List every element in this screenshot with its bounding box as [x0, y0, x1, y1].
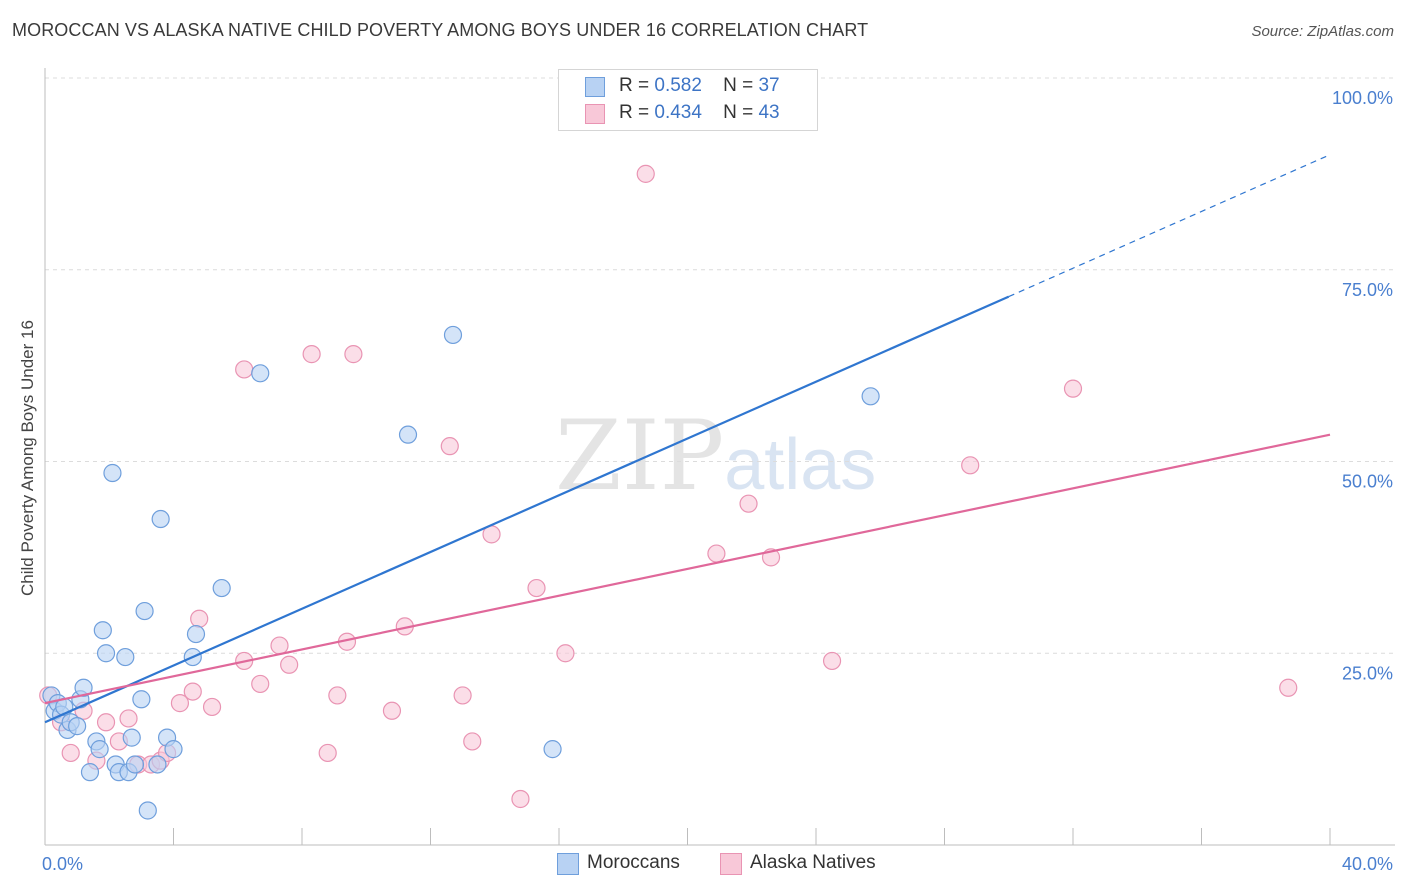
legend-item-moroccans: Moroccans [557, 852, 697, 876]
point-alaska [527, 578, 546, 598]
n-value-alaska: 43 [758, 102, 780, 123]
legend-label-moroccans: Moroccans [587, 852, 680, 873]
alaska-legend-swatch [720, 853, 742, 875]
trend-line-alaska [44, 433, 1331, 705]
point-moroccans [148, 755, 167, 774]
y-tick-label: 25.0% [1342, 663, 1393, 683]
y-tick-label: 75.0% [1342, 280, 1393, 300]
n-value-moroccans: 37 [758, 75, 780, 96]
point-moroccans [68, 717, 87, 736]
n-label: N = [723, 75, 754, 96]
point-moroccans [212, 578, 231, 598]
point-alaska [636, 164, 655, 183]
stats-legend: R = 0.582 N = 37 R = 0.434 N = 43 [558, 69, 818, 131]
point-alaska [822, 651, 842, 671]
point-alaska [119, 709, 138, 728]
point-moroccans [122, 728, 141, 747]
alaska-swatch [585, 104, 605, 124]
y-tick-label: 100.0% [1332, 88, 1393, 108]
point-alaska [235, 360, 254, 379]
point-moroccans [151, 509, 170, 529]
moroccans-swatch [585, 77, 605, 97]
moroccans-legend-swatch [557, 853, 579, 875]
r-label: R = [619, 75, 650, 96]
r-value-alaska: 0.434 [654, 102, 702, 123]
point-alaska [302, 345, 321, 364]
point-alaska [440, 437, 459, 456]
n-label: N = [723, 102, 754, 123]
point-alaska [61, 743, 80, 763]
point-alaska [556, 644, 575, 663]
x-tick-label-max: 40.0% [1342, 854, 1393, 874]
point-moroccans [90, 740, 109, 759]
point-moroccans [164, 740, 183, 759]
point-moroccans [135, 601, 154, 621]
point-alaska [190, 609, 209, 628]
point-moroccans [543, 740, 562, 759]
point-alaska [170, 694, 190, 713]
trend-line-moroccans [44, 295, 1010, 724]
point-alaska [280, 655, 299, 674]
watermark-zip: ZIP [555, 400, 725, 512]
point-alaska [318, 743, 337, 763]
r-value-moroccans: 0.582 [654, 75, 702, 96]
point-alaska [463, 732, 482, 751]
watermark: ZIPatlas [555, 400, 876, 512]
point-alaska [183, 682, 202, 701]
point-alaska [202, 697, 222, 717]
point-alaska [453, 686, 472, 705]
point-moroccans [125, 755, 145, 774]
point-alaska [96, 713, 116, 732]
legend-item-alaska: Alaska Natives [720, 852, 900, 876]
legend-label-alaska: Alaska Natives [750, 852, 876, 873]
point-alaska [1063, 379, 1083, 398]
point-alaska [344, 345, 363, 364]
point-moroccans [443, 325, 463, 345]
point-moroccans [93, 621, 112, 640]
point-alaska [511, 789, 530, 809]
source-label: Source: ZipAtlas.com [1251, 23, 1394, 40]
point-moroccans [861, 387, 880, 406]
point-moroccans [116, 647, 135, 667]
point-moroccans [80, 763, 100, 782]
point-alaska [707, 544, 726, 563]
point-moroccans [132, 690, 151, 709]
point-alaska [1279, 678, 1298, 697]
point-moroccans [398, 425, 418, 444]
point-moroccans [251, 364, 270, 383]
point-moroccans [96, 644, 116, 663]
point-alaska [961, 456, 980, 475]
trend-line-extension-moroccans [1008, 154, 1331, 298]
point-alaska [739, 494, 758, 513]
point-moroccans [103, 463, 122, 483]
point-moroccans [74, 678, 93, 697]
point-alaska [251, 674, 270, 694]
y-tick-label: 50.0% [1342, 472, 1393, 492]
point-alaska [382, 701, 402, 720]
point-moroccans [186, 624, 206, 644]
chart-title: MOROCCAN VS ALASKA NATIVE CHILD POVERTY … [12, 20, 869, 40]
point-moroccans [138, 801, 157, 820]
point-alaska [328, 686, 347, 705]
r-label: R = [619, 102, 650, 123]
watermark-atlas: atlas [724, 425, 877, 505]
x-tick-label-min: 0.0% [42, 854, 83, 874]
point-alaska [270, 636, 289, 655]
